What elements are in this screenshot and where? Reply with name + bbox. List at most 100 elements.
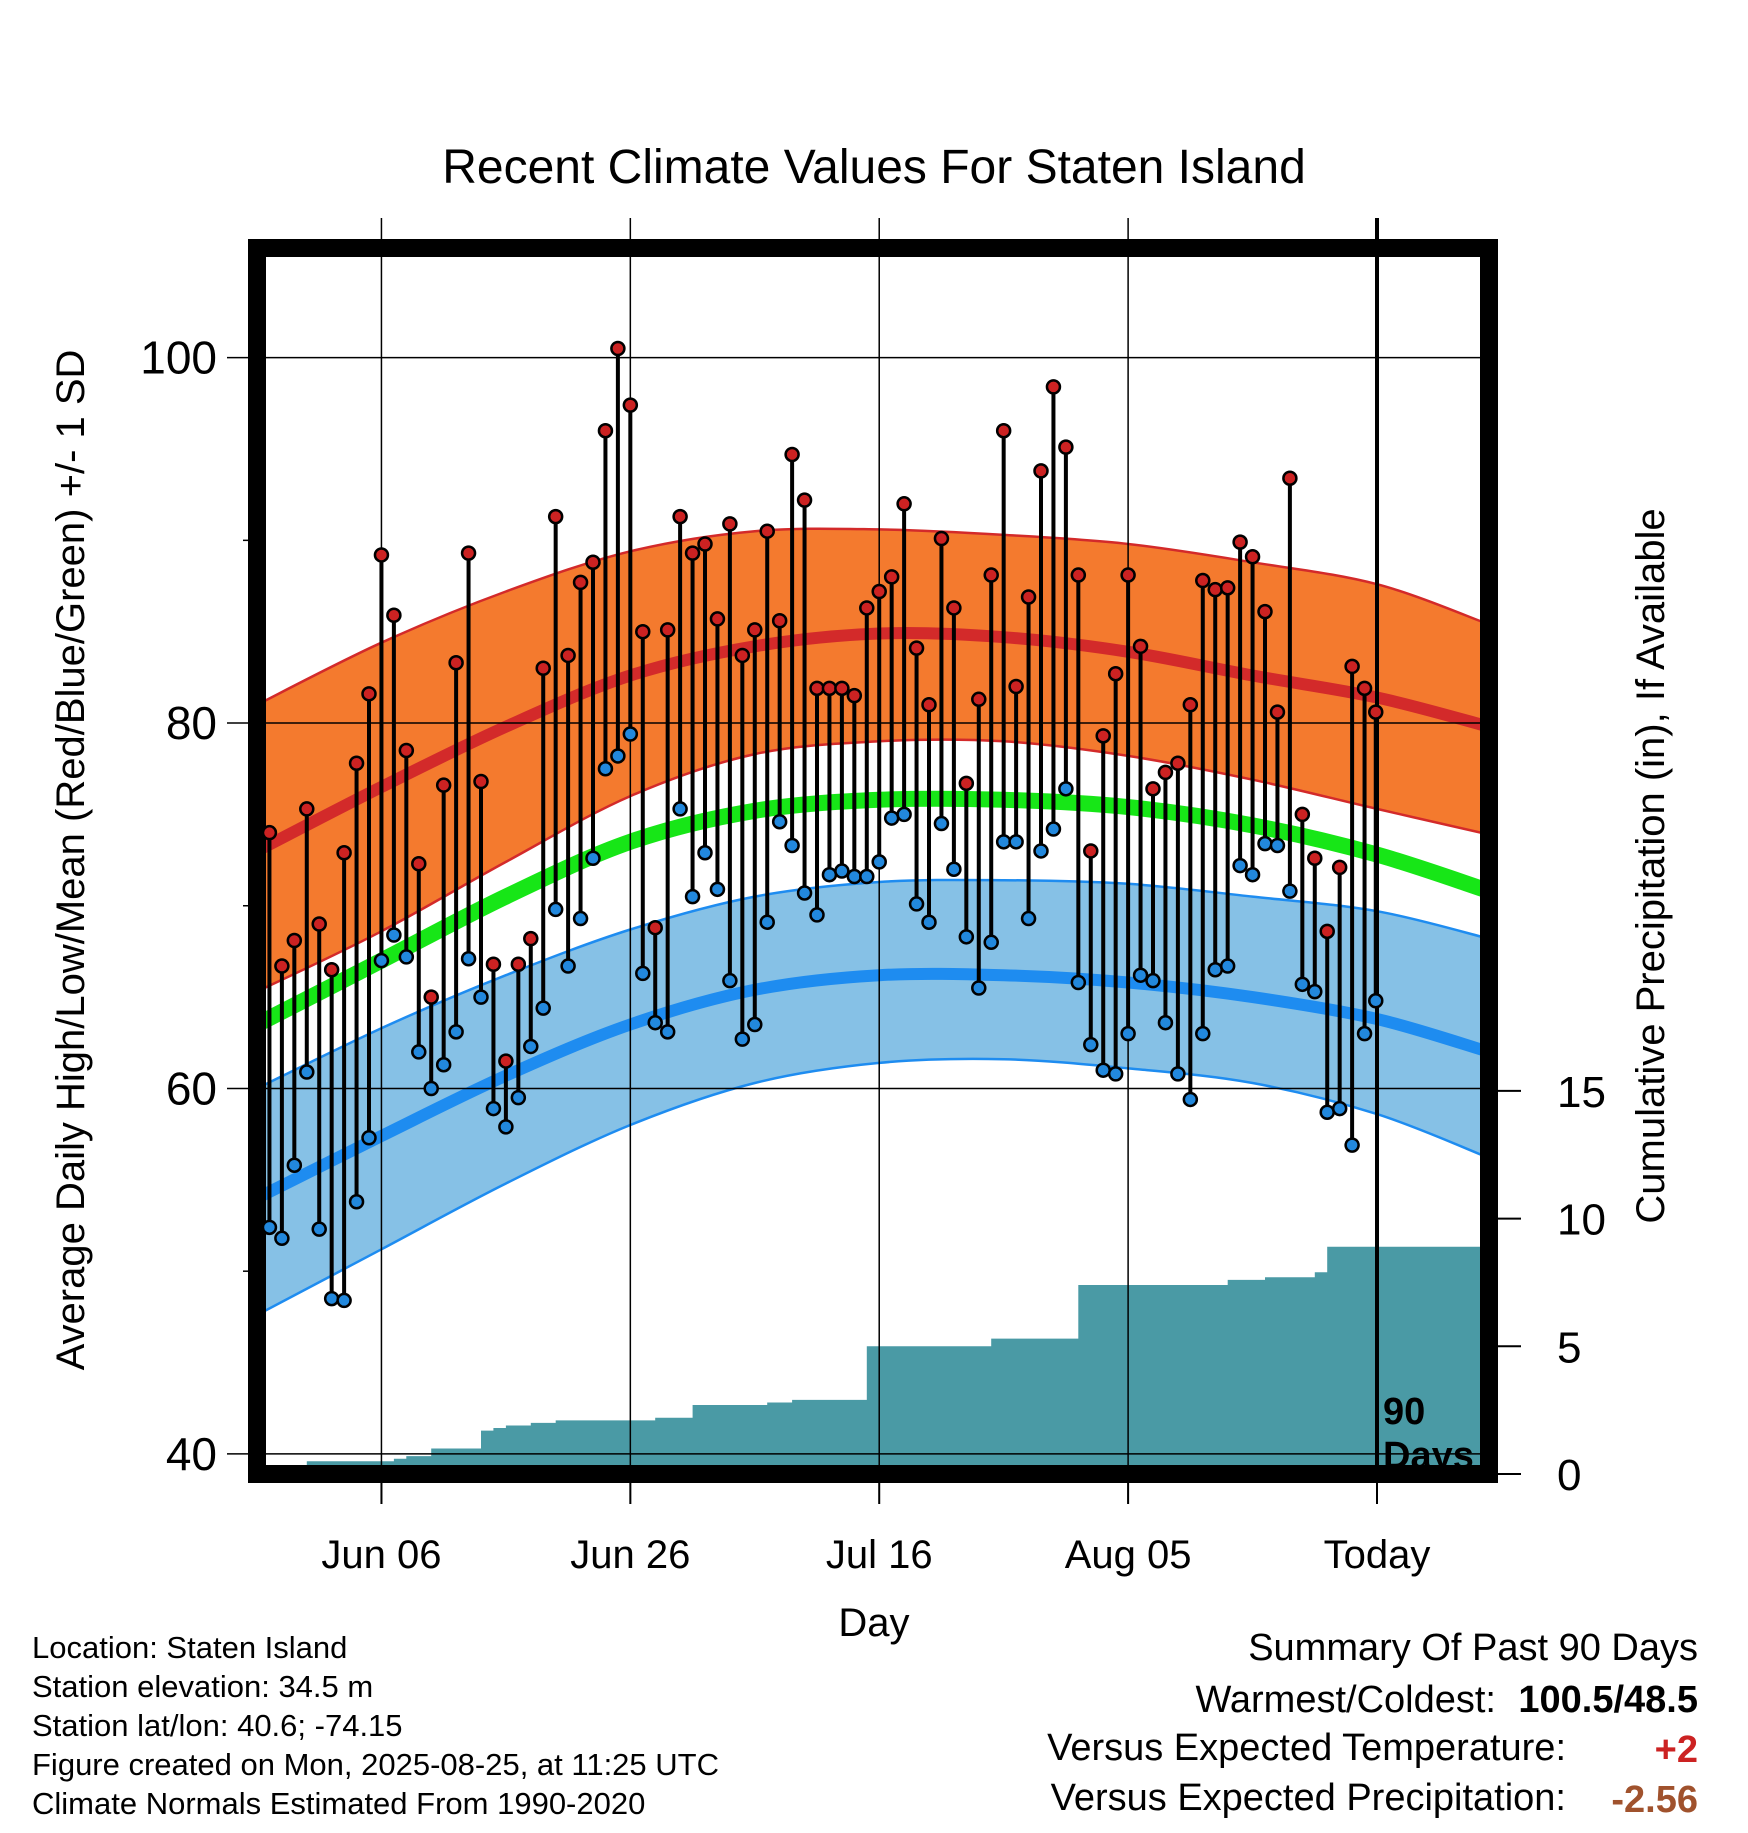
daily-low-point	[1244, 866, 1261, 883]
daily-high-point	[498, 1053, 514, 1069]
daily-low-point	[846, 868, 863, 885]
observed-series	[261, 340, 1384, 1309]
daily-low-point	[1182, 1091, 1199, 1108]
daily-high-point	[572, 574, 589, 591]
daily-low-point	[1132, 967, 1149, 983]
daily-high-point	[535, 660, 551, 676]
daily-high-point	[1058, 439, 1074, 455]
daily-high-point	[1232, 534, 1248, 550]
info-latlon: Station lat/lon: 40.6; -74.15	[32, 1708, 403, 1743]
y-right-tick-label: 5	[1557, 1323, 1581, 1372]
daily-low-point	[1257, 835, 1273, 852]
daily-low-point	[908, 896, 925, 912]
daily-high-point	[883, 569, 900, 585]
daily-high-point	[946, 600, 962, 616]
daily-low-point	[958, 929, 975, 945]
daily-low-point	[971, 980, 987, 996]
axes: 40 60 80 100 0 5 10 15 Jun 06 Jun 26 Jul 16 Aug 05 T…	[140, 332, 1606, 1577]
daily-low-point	[286, 1157, 303, 1173]
daily-low-point	[299, 1064, 315, 1080]
daily-low-point	[933, 815, 950, 832]
daily-low-point	[460, 951, 477, 967]
daily-low-point	[1269, 837, 1286, 854]
today-annotation: 90	[1383, 1391, 1425, 1433]
y-right-tick-label: 15	[1557, 1068, 1606, 1117]
daily-low-point	[1145, 972, 1161, 989]
daily-low-point	[759, 914, 775, 930]
daily-high-point	[473, 773, 489, 790]
daily-low-point	[361, 1130, 377, 1146]
daily-high-point	[1331, 859, 1348, 876]
daily-low-point	[647, 1014, 663, 1031]
daily-high-point	[1319, 923, 1335, 940]
daily-low-point	[373, 952, 390, 969]
daily-high-point	[1145, 781, 1161, 797]
daily-low-point	[635, 965, 651, 982]
daily-high-point	[398, 742, 415, 759]
daily-low-point	[1207, 961, 1223, 978]
daily-low-point	[560, 958, 576, 974]
info-elevation: Station elevation: 34.5 m	[32, 1669, 373, 1704]
daily-low-point	[1195, 1025, 1211, 1042]
daily-low-point	[709, 881, 726, 898]
daily-low-point	[1095, 1062, 1111, 1078]
daily-high-point	[722, 516, 738, 532]
daily-high-point	[373, 547, 390, 563]
info-normals: Climate Normals Estimated From 1990-2020	[32, 1786, 645, 1821]
daily-high-point	[958, 775, 975, 792]
daily-high-point	[659, 622, 676, 638]
daily-high-point	[908, 640, 925, 656]
daily-low-point	[747, 1016, 763, 1033]
daily-low-point	[1170, 1066, 1186, 1082]
daily-low-point	[859, 868, 875, 885]
daily-high-point	[1257, 603, 1273, 620]
daily-low-point	[946, 861, 962, 877]
daily-low-point	[1307, 983, 1323, 1000]
daily-high-point	[336, 845, 352, 861]
daily-high-point	[747, 622, 763, 638]
daily-low-point	[610, 748, 626, 764]
daily-high-point	[1070, 567, 1087, 583]
daily-low-point	[1157, 1014, 1174, 1031]
summary-warm-cold-label: Warmest/Coldest:	[1195, 1679, 1496, 1721]
daily-high-point	[460, 545, 477, 561]
daily-high-point	[859, 600, 875, 616]
daily-low-point	[1033, 843, 1049, 859]
daily-low-point	[572, 910, 589, 927]
summary-warm-cold-value: 100.5/48.5	[1518, 1679, 1698, 1721]
daily-low-point	[547, 901, 564, 918]
chart-title: Recent Climate Values For Staten Island	[442, 141, 1306, 194]
info-created: Figure created on Mon, 2025-08-25, at 11…	[32, 1747, 719, 1782]
daily-high-point	[1207, 581, 1223, 598]
daily-low-point	[1344, 1137, 1360, 1153]
daily-low-point	[1368, 993, 1384, 1009]
daily-low-point	[1219, 958, 1236, 974]
daily-low-point	[734, 1031, 751, 1047]
daily-low-point	[1319, 1104, 1335, 1120]
daily-high-point	[821, 680, 838, 697]
high-normal-band	[257, 528, 1489, 992]
daily-high-point	[560, 647, 576, 664]
daily-low-point	[1045, 821, 1062, 837]
daily-low-point	[784, 837, 800, 854]
daily-high-point	[846, 687, 863, 704]
daily-high-point	[597, 422, 614, 439]
daily-high-point	[323, 961, 340, 978]
daily-low-point	[386, 927, 402, 943]
daily-high-point	[1120, 567, 1136, 583]
daily-high-point	[411, 855, 427, 872]
daily-low-point	[672, 801, 688, 817]
daily-high-point	[933, 530, 950, 547]
daily-low-point	[585, 850, 601, 867]
daily-high-point	[1368, 704, 1384, 720]
y-left-tick-label: 100	[140, 332, 217, 384]
daily-high-point	[647, 919, 663, 936]
x-axis-label: Day	[838, 1601, 909, 1645]
daily-high-point	[1244, 549, 1261, 565]
daily-high-point	[423, 989, 439, 1005]
daily-high-point	[921, 697, 937, 713]
daily-low-point	[435, 1056, 452, 1073]
daily-low-point	[1070, 974, 1087, 991]
daily-low-point	[871, 854, 887, 870]
